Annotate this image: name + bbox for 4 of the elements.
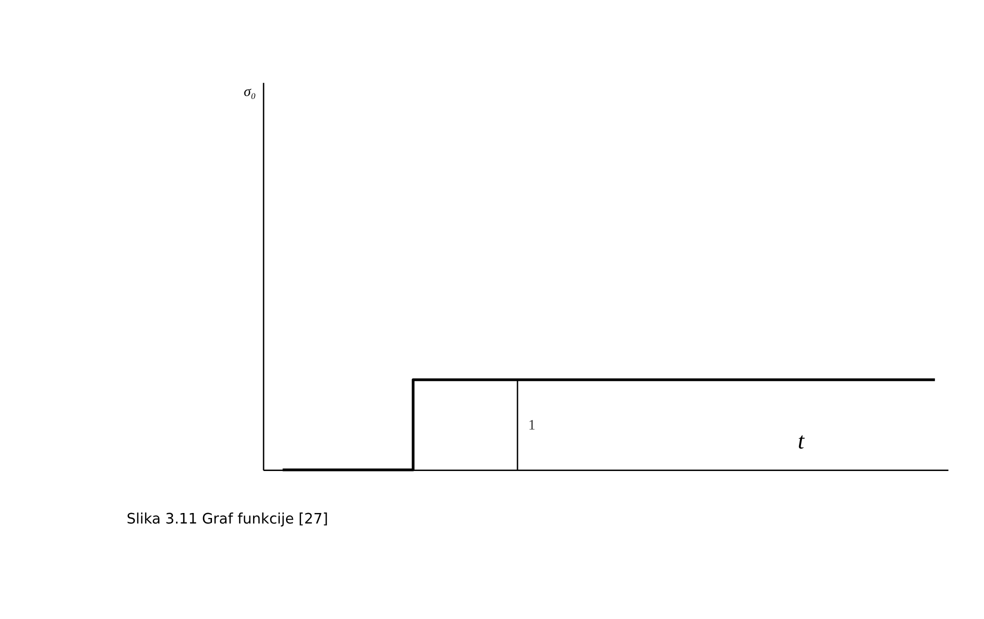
x-axis-title: t bbox=[798, 428, 805, 455]
text: σ₀ bbox=[244, 84, 256, 100]
text: Slika 3.11 Graf funkcije [27] bbox=[126, 511, 328, 528]
annotation: 1 bbox=[528, 417, 536, 434]
